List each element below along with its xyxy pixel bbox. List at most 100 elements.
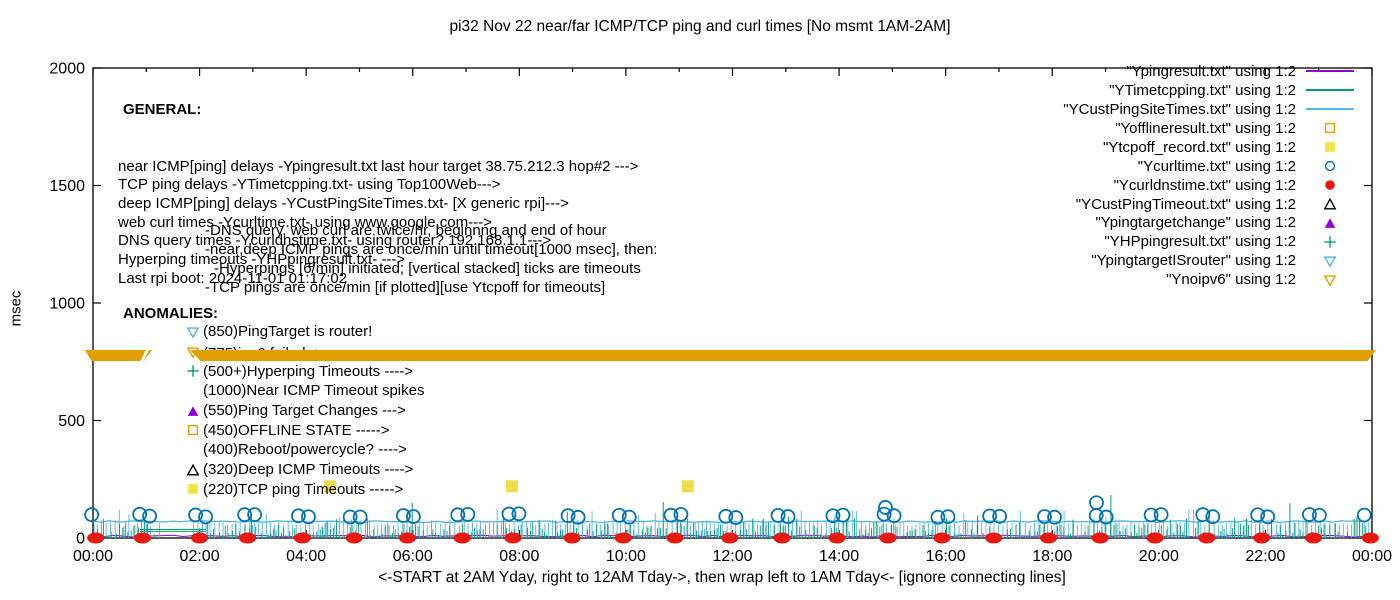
curl-circle (1153, 507, 1169, 523)
plus-icon (187, 365, 199, 377)
dns-dot (666, 532, 684, 544)
square-open-icon (187, 425, 199, 436)
curl-circle (718, 508, 734, 524)
legend: "Ypingresult.txt" using 1:2 "YTimetcpping… (1063, 62, 1358, 289)
dns-dot (345, 532, 363, 544)
spacer (186, 383, 203, 399)
curl-circle (142, 508, 158, 524)
curl-circle-outlier (1089, 495, 1104, 511)
line-swatch-icon (1306, 89, 1354, 92)
dns-dot (721, 532, 739, 544)
curl-circle (728, 510, 744, 525)
legend-label: "Ypingtargetchange" using 1:2 (1095, 214, 1296, 232)
curl-circle (1356, 507, 1372, 523)
y-tick-label: 1500 (49, 178, 85, 195)
general-line: TCP ping delays -YTimetcpping.txt- using… (118, 176, 501, 194)
square-open-icon (187, 425, 199, 436)
general-indented-line: -DNS query, web curl are twice/hr, begin… (205, 222, 607, 239)
general-block: GENERAL: near ICMP[ping] delays -Ypingre… (118, 64, 638, 326)
legend-label: "Ycurldnstime.txt" using 1:2 (1113, 176, 1296, 194)
plus-icon (1324, 236, 1336, 248)
curl-circle (1195, 507, 1211, 523)
curl-circle (770, 507, 786, 523)
curl-circle (1311, 507, 1327, 523)
legend-swatch-square-filled (1302, 139, 1358, 155)
general-line: DNS query times -Ycurldnstime.txt- using… (118, 232, 552, 250)
x-tick-label: 22:00 (1245, 548, 1285, 565)
triangle-up-open-icon (186, 462, 203, 478)
curl-circle (1250, 507, 1266, 523)
legend-label: "Ynoipv6" using 1:2 (1166, 271, 1296, 289)
tcp-timeout-square (681, 480, 694, 493)
triangle-down-open-icon (1323, 256, 1337, 268)
x-tick-label: 14:00 (819, 548, 859, 565)
triangle-down-open-icon (186, 346, 200, 359)
square-open-icon (1324, 123, 1336, 134)
triangle-up-filled-icon (187, 405, 199, 416)
x-tick-label: 16:00 (926, 548, 966, 565)
dns-dot (879, 532, 897, 544)
curl-circle (611, 507, 627, 523)
legend-label: "YCustPingSiteTimes.txt" using 1:2 (1063, 100, 1296, 118)
y-tick-label: 2000 (49, 61, 85, 78)
curl-circle (291, 508, 306, 524)
anomaly-item: (500+)Hyperping Timeouts ----> (186, 361, 424, 381)
anomaly-label: (450)OFFLINE STATE -----> (203, 421, 390, 439)
circle-filled-icon (1325, 180, 1335, 190)
square-filled-icon (188, 484, 198, 495)
x-tick-label: 20:00 (1139, 548, 1179, 565)
dns-dot (933, 532, 951, 544)
legend-item: "Ytcpoff_record.txt" using 1:2 (1063, 138, 1358, 157)
noipv6-band-segment-2 (190, 350, 1376, 361)
plus-icon (186, 363, 203, 379)
noipv6-band-segment-1 (85, 350, 152, 361)
general-line: Hyperping timeouts -YHPpingresult.txt- -… (118, 251, 406, 269)
curl-circle (198, 509, 213, 525)
curl-circle (780, 509, 796, 524)
dns-dot (1361, 532, 1379, 544)
curl-circle (876, 506, 892, 522)
legend-swatch-line (1302, 101, 1358, 117)
x-tick-label: 04:00 (286, 548, 326, 565)
dns-dot (1198, 532, 1216, 544)
curl-circle-outlier (878, 500, 893, 515)
square-filled-icon (1325, 142, 1335, 153)
curl-circle (450, 507, 466, 523)
triangle-up-open-icon (1323, 197, 1337, 210)
general-line: Last rpi boot: 2024-11-01 01:17:02 (118, 269, 348, 287)
chart-title: pi32 Nov 22 near/far ICMP/TCP ping and c… (449, 18, 951, 35)
legend-label: "Yofflineresult.txt" using 1:2 (1115, 119, 1296, 137)
legend-label: "YCustPingTimeout.txt" using 1:2 (1075, 195, 1296, 213)
triangle-down-open-icon (186, 346, 200, 359)
triangle-up-filled-icon (1324, 218, 1336, 228)
curl-circle (301, 509, 316, 525)
square-open-icon (186, 422, 203, 438)
triangle-down-open-icon (1323, 275, 1337, 287)
circle-open-icon (1324, 161, 1336, 172)
curl-circle (501, 506, 517, 522)
general-heading: GENERAL: (123, 101, 202, 119)
triangle-up-filled-icon (187, 405, 199, 416)
general-line: deep ICMP[ping] delays -YCustPingSiteTim… (118, 194, 569, 212)
anomaly-item: (850)PingTarget is router! (186, 322, 424, 342)
curl-circle (352, 509, 368, 525)
curl-circle (84, 507, 100, 523)
anomaly-label: (220)TCP ping Timeouts -----> (203, 480, 404, 498)
square-open-icon (1324, 123, 1336, 134)
line-swatch-icon (1306, 70, 1354, 73)
anomaly-label: (400)Reboot/powercycle? ----> (203, 441, 407, 459)
curl-circle (1260, 509, 1276, 525)
curl-circle (570, 509, 586, 525)
circle-filled-icon (1325, 180, 1335, 190)
curl-circle (673, 506, 689, 522)
anomaly-list: (850)PingTarget is router! (500+)Hyperpin… (186, 322, 424, 499)
curl-circle (982, 508, 998, 524)
square-filled-icon (186, 481, 203, 497)
square-filled-icon (1325, 142, 1335, 153)
curl-circle (247, 507, 263, 523)
curl-circle (1143, 507, 1159, 523)
legend-swatch-triangle-down-open (1302, 253, 1358, 269)
triangle-down-open-icon (186, 324, 203, 340)
